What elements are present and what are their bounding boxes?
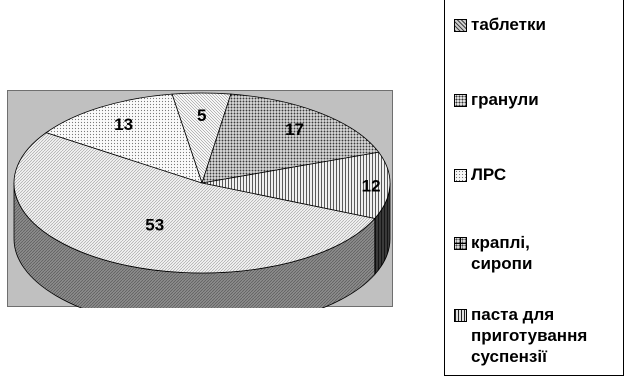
pie-label-4: 13 (114, 115, 133, 134)
pie-label-3: 53 (145, 215, 164, 234)
legend-swatch-icon (454, 19, 467, 32)
legend-item: ЛРС (454, 164, 506, 185)
pie-label-1: 17 (285, 120, 304, 139)
chart-plot-area: 5 17 12 53 13 (7, 90, 393, 308)
pie-slice-4 (45, 93, 203, 184)
pie-chart: 5 17 12 53 13 (13, 92, 391, 308)
pie-label-2: 12 (362, 176, 381, 195)
legend-label: таблетки (471, 15, 546, 34)
legend-item: таблетки (454, 14, 546, 35)
pie-slice-1 (201, 93, 380, 184)
legend-label: ЛРС (471, 165, 507, 184)
legend-label: краплі, сиропи (471, 233, 533, 273)
legend-swatch-icon (454, 237, 467, 250)
legend-swatch-icon (454, 169, 467, 182)
legend-item: краплі, сиропи (454, 232, 532, 274)
pie-slice-2 (201, 151, 391, 219)
pie-slice-3 (13, 132, 376, 274)
legend-swatch-icon (454, 94, 467, 107)
legend-label: гранули (471, 90, 539, 109)
pie-label-0: 5 (197, 106, 206, 125)
legend-item: паста для приготування суспензії (454, 304, 587, 367)
legend-swatch-icon (454, 309, 467, 322)
legend-item: гранули (454, 89, 539, 110)
chart-legend: таблетки гранули ЛРС краплі, сиропи паста дл… (444, 0, 624, 376)
legend-label: паста для приготування суспензії (471, 305, 588, 366)
